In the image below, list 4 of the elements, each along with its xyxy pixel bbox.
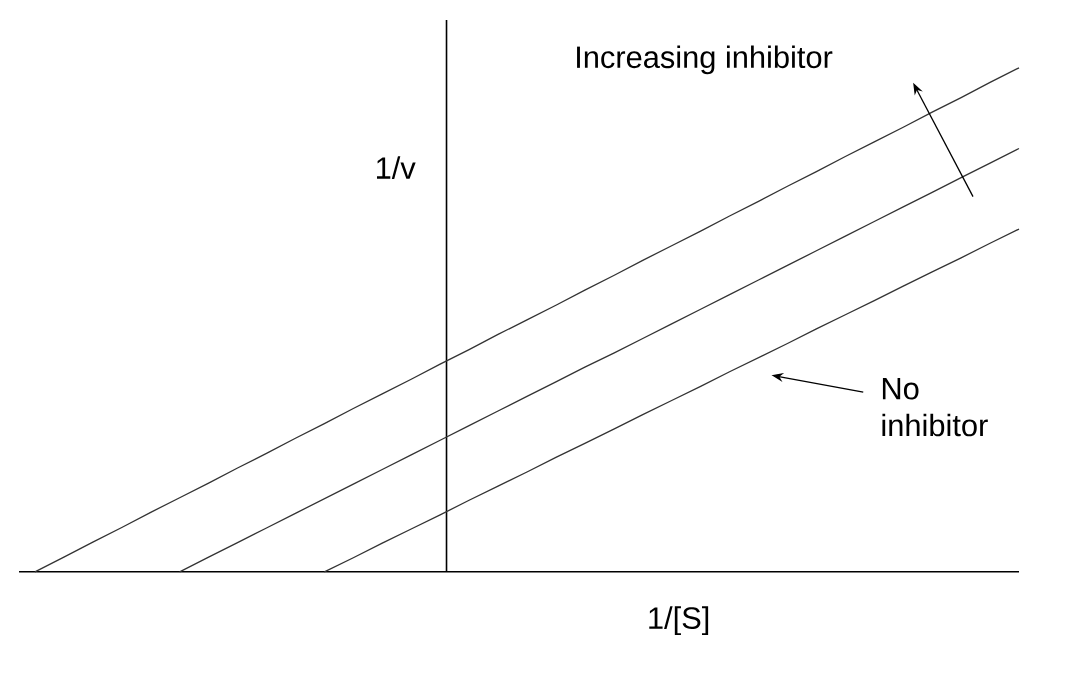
x-axis-title: 1/[S] — [649, 606, 709, 636]
y-axis-title: 1/v — [377, 156, 416, 180]
annotation: Increasing inhibitor — [577, 45, 833, 75]
annotation: No inhibitor — [882, 378, 988, 437]
